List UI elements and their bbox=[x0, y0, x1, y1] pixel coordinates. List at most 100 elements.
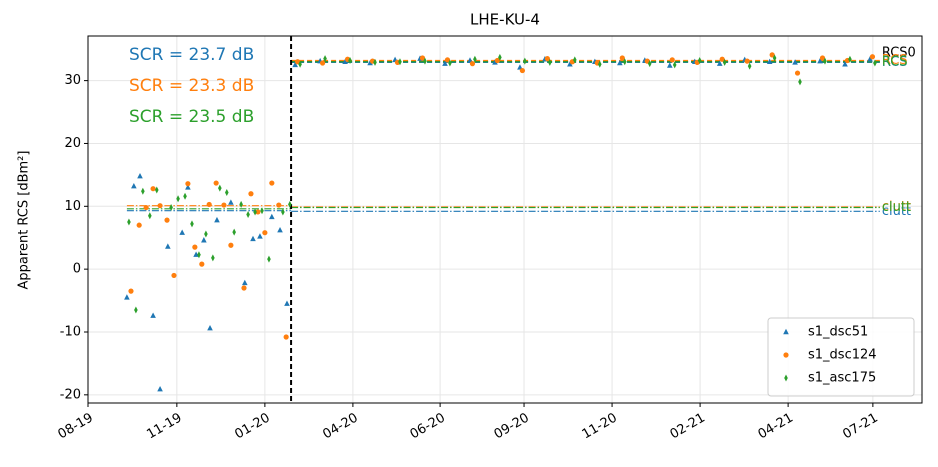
data-point bbox=[867, 56, 873, 62]
x-tick-label: 11-19 bbox=[144, 411, 184, 443]
data-point bbox=[179, 229, 185, 235]
line-label: RCS bbox=[882, 54, 908, 69]
data-point bbox=[772, 54, 777, 62]
data-point bbox=[150, 186, 156, 192]
data-point bbox=[204, 230, 208, 238]
data-point bbox=[199, 261, 205, 267]
data-point bbox=[744, 58, 750, 64]
data-point bbox=[398, 58, 402, 66]
data-point bbox=[747, 62, 752, 70]
data-point bbox=[666, 62, 673, 68]
data-point bbox=[842, 61, 848, 67]
data-point bbox=[171, 272, 177, 279]
data-point bbox=[246, 210, 250, 218]
data-point bbox=[137, 172, 143, 179]
data-point bbox=[242, 279, 248, 286]
data-point bbox=[342, 58, 348, 64]
data-point bbox=[519, 67, 526, 74]
data-point bbox=[269, 180, 275, 186]
data-point bbox=[165, 243, 171, 249]
data-point bbox=[124, 294, 130, 300]
y-tick-label: 0 bbox=[73, 262, 81, 277]
data-point bbox=[148, 212, 152, 220]
y-tick-label: 20 bbox=[64, 136, 81, 151]
data-point bbox=[320, 60, 326, 66]
data-point bbox=[276, 202, 282, 208]
data-point bbox=[284, 300, 290, 306]
x-tick-label: 02-21 bbox=[668, 411, 708, 443]
data-point bbox=[798, 78, 802, 86]
data-point bbox=[794, 70, 801, 76]
data-point bbox=[185, 184, 191, 190]
data-point bbox=[444, 57, 451, 63]
data-point bbox=[128, 288, 134, 294]
plot-frame bbox=[87, 35, 923, 404]
data-point bbox=[197, 251, 201, 259]
x-tick-label: 09-20 bbox=[492, 411, 532, 443]
data-point bbox=[221, 202, 227, 208]
data-point bbox=[211, 254, 215, 262]
legend-label: s1_dsc124 bbox=[808, 348, 877, 363]
data-point bbox=[136, 222, 142, 228]
annotation: SCR = 23.5 dB bbox=[129, 107, 254, 127]
data-point bbox=[193, 251, 199, 257]
data-point bbox=[218, 184, 222, 192]
data-point bbox=[494, 57, 501, 64]
legend-marker bbox=[783, 328, 789, 335]
x-tick-label: 04-21 bbox=[756, 411, 796, 443]
x-tick-label: 01-20 bbox=[232, 411, 272, 443]
data-point bbox=[157, 385, 163, 392]
data-point bbox=[722, 58, 727, 66]
data-point bbox=[473, 55, 477, 63]
data-point bbox=[548, 58, 552, 66]
data-point bbox=[127, 218, 131, 226]
data-point bbox=[248, 191, 254, 197]
legend-box bbox=[767, 317, 915, 397]
data-point bbox=[848, 55, 852, 63]
data-point bbox=[206, 201, 212, 208]
data-point bbox=[669, 57, 675, 63]
data-point bbox=[448, 59, 452, 67]
line-label: RCS0 bbox=[882, 45, 916, 60]
data-point bbox=[298, 60, 302, 68]
data-point bbox=[207, 325, 213, 331]
y-tick-label: 30 bbox=[64, 73, 81, 88]
data-point bbox=[769, 52, 775, 58]
annotation: SCR = 23.3 dB bbox=[129, 76, 254, 96]
data-point bbox=[150, 312, 156, 318]
x-tick-label: 04-20 bbox=[320, 411, 360, 443]
data-point bbox=[873, 59, 877, 67]
y-axis-label: Apparent RCS [dBm²] bbox=[17, 151, 32, 290]
data-point bbox=[672, 61, 677, 69]
data-point bbox=[143, 204, 149, 211]
line-label: RCS bbox=[882, 53, 908, 68]
data-point bbox=[228, 199, 234, 205]
x-tick-label: 07-21 bbox=[840, 411, 880, 443]
data-point bbox=[241, 285, 247, 291]
legend-label: s1_dsc51 bbox=[808, 325, 868, 340]
data-point bbox=[260, 207, 264, 215]
data-point bbox=[597, 60, 602, 68]
data-point bbox=[619, 55, 625, 61]
data-point bbox=[164, 217, 170, 223]
data-point bbox=[367, 59, 373, 66]
data-point bbox=[157, 203, 163, 209]
line-label: clutt bbox=[882, 199, 911, 214]
data-point bbox=[283, 334, 289, 340]
data-point bbox=[697, 57, 702, 65]
data-point bbox=[257, 233, 263, 239]
data-point bbox=[817, 57, 823, 64]
data-point bbox=[262, 230, 268, 236]
legend-marker bbox=[783, 352, 789, 358]
chart-title: LHE-KU-4 bbox=[470, 11, 540, 29]
data-point bbox=[267, 255, 271, 263]
data-point bbox=[573, 56, 577, 64]
data-point bbox=[469, 61, 476, 67]
data-point bbox=[255, 209, 261, 215]
data-point bbox=[131, 182, 137, 189]
data-point bbox=[288, 200, 292, 208]
legend-marker bbox=[784, 374, 788, 382]
data-point bbox=[819, 55, 826, 61]
data-point bbox=[419, 55, 426, 61]
